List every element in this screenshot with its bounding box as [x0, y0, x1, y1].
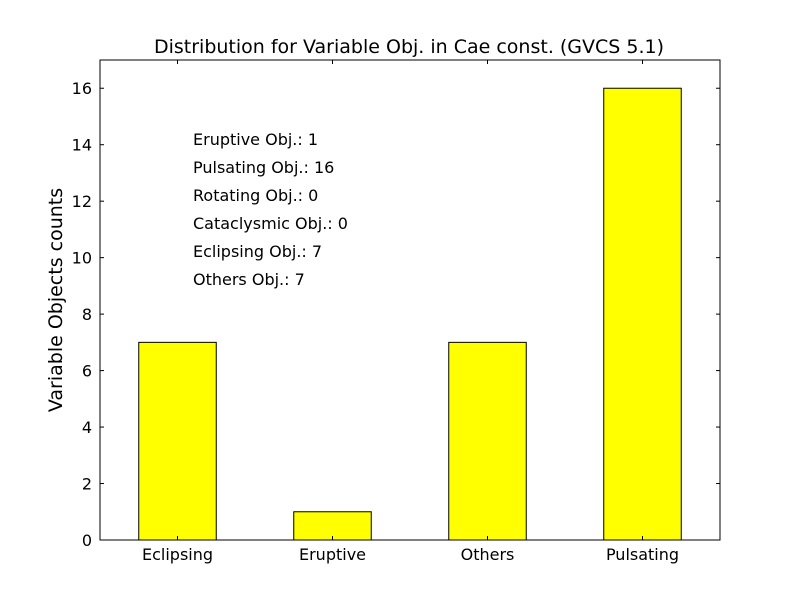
annotation-text: Cataclysmic Obj.: 0 [193, 214, 348, 233]
y-axis-label: Variable Objects counts [45, 188, 67, 412]
x-tick-label: Others [461, 545, 515, 564]
annotation-text: Eclipsing Obj.: 7 [193, 242, 322, 261]
x-tick-label: Eruptive [299, 545, 366, 564]
annotation-text: Others Obj.: 7 [193, 270, 305, 289]
ticks-layer: Eclipsing Eruptive Others Pulsating 0 2 4 6 8 10 1… [72, 60, 720, 564]
y-tick-label: 12 [72, 192, 92, 211]
y-tick-label: 10 [72, 249, 92, 268]
annotation-text: Rotating Obj.: 0 [193, 186, 318, 205]
y-tick-label: 6 [82, 362, 92, 381]
x-tick-label: Eclipsing [142, 545, 213, 564]
y-tick-label: 16 [72, 79, 92, 98]
bar-others [448, 341, 527, 541]
y-tick-label: 14 [72, 136, 92, 155]
bar-pulsating [603, 87, 682, 541]
y-tick-label: 8 [82, 305, 92, 324]
bar-eclipsing [138, 341, 217, 541]
x-tick-label: Pulsating [606, 545, 679, 564]
plot-area-frame [99, 59, 721, 541]
y-tick-label: 0 [82, 531, 92, 550]
bars-layer [138, 87, 682, 541]
bar-eruptive [293, 511, 372, 541]
annotation-text: Pulsating Obj.: 16 [193, 158, 334, 177]
annotation-text: Eruptive Obj.: 1 [193, 130, 318, 149]
chart-title: Distribution for Variable Obj. in Cae co… [154, 36, 664, 58]
y-tick-label: 4 [82, 418, 92, 437]
y-tick-label: 2 [82, 475, 92, 494]
annotations-layer: Eruptive Obj.: 1 Pulsating Obj.: 16 Rotati… [193, 130, 348, 289]
